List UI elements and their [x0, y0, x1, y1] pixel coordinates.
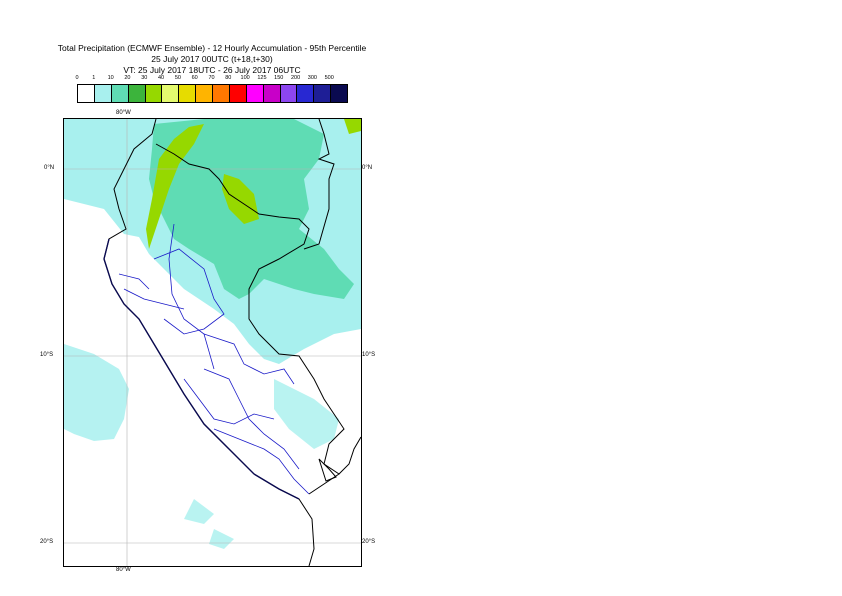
legend-label: 500	[324, 75, 334, 81]
map-title: Total Precipitation (ECMWF Ensemble) - 1…	[57, 43, 367, 53]
map-canvas	[64, 119, 361, 566]
legend-label: 50	[174, 75, 181, 81]
legend-swatch	[179, 85, 197, 102]
graticule	[64, 119, 361, 566]
lat-label-0-right: 0°N	[362, 165, 373, 171]
lon-label-top: 80°W	[116, 110, 131, 116]
heavy-precip-areas	[146, 119, 361, 249]
legend-label: 10	[107, 75, 114, 81]
legend-label: 30	[141, 75, 148, 81]
legend-swatch	[128, 85, 146, 102]
legend-label: 200	[290, 75, 301, 81]
legend-swatch	[78, 85, 95, 102]
legend-label: 60	[191, 75, 198, 81]
lat-label-10s: 10°S	[40, 352, 54, 358]
legend-swatch	[213, 85, 230, 102]
legend-swatch	[263, 85, 281, 102]
legend-swatch	[246, 85, 264, 102]
legend-swatch	[229, 85, 247, 102]
precipitation-map	[63, 118, 362, 567]
legend-swatch	[297, 85, 315, 102]
legend-label: 70	[208, 75, 215, 81]
legend-swatch	[94, 85, 112, 102]
map-subtitle-base-time: 25 July 2017 00UTC (t+18,t+30)	[151, 54, 273, 64]
legend-swatch	[162, 85, 180, 102]
legend-label: 1	[92, 75, 96, 81]
lat-label-20s: 20°S	[40, 539, 54, 545]
legend-labels: 0 1 10 20 30 40 50 60 70 80 100 125 150 200 300 500	[0, 75, 842, 85]
legend-label: 125	[257, 75, 267, 81]
legend-swatch	[196, 85, 213, 102]
legend-swatch	[111, 85, 129, 102]
admin-borders	[118, 223, 310, 495]
legend-swatch	[314, 85, 332, 102]
legend-label: 80	[225, 75, 232, 81]
legend-label: 100	[240, 75, 250, 81]
lon-label-bottom: 80°W	[116, 567, 131, 573]
map-subtitle-valid-time: VT: 25 July 2017 18UTC - 26 July 2017 06…	[123, 65, 301, 75]
legend-label: 40	[158, 75, 165, 81]
lat-label-0: 0°N	[44, 165, 55, 171]
legend-swatch	[145, 85, 163, 102]
legend-swatch	[331, 85, 347, 102]
legend-swatch	[280, 85, 298, 102]
lat-label-20s-right: 20°S	[362, 539, 376, 545]
legend-label: 20	[124, 75, 131, 81]
legend-label: 300	[307, 75, 317, 81]
color-legend	[77, 84, 348, 103]
coastline	[103, 238, 300, 500]
legend-label: 150	[274, 75, 284, 81]
legend-label: 0	[75, 75, 79, 81]
lat-label-10s-right: 10°S	[362, 352, 376, 358]
